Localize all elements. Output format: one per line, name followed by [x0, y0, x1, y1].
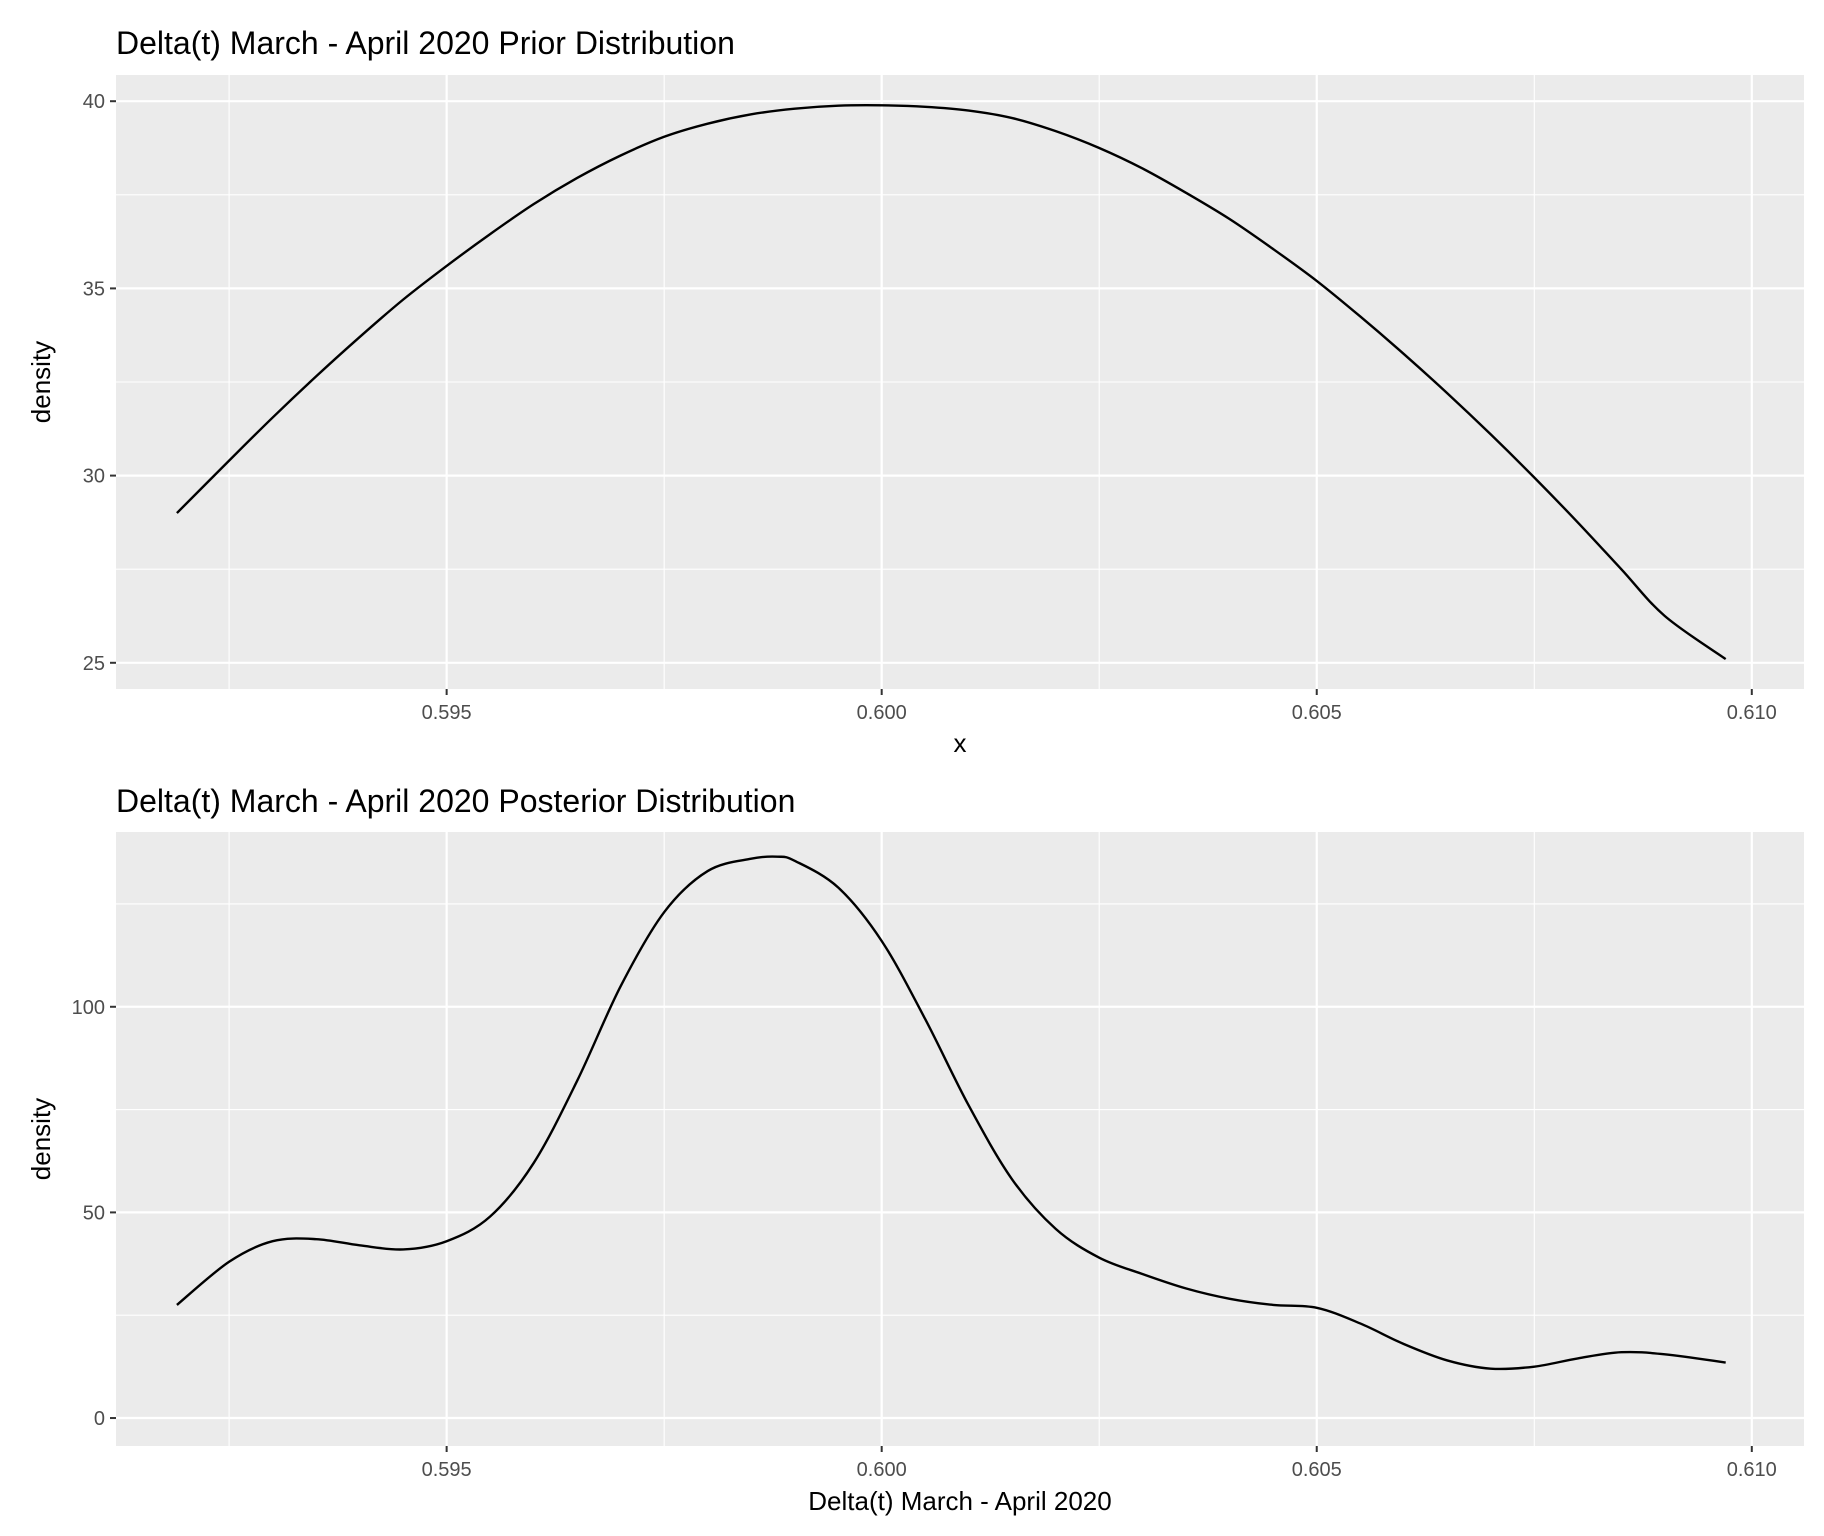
prior-chart: Delta(t) March - April 2020 Prior Distri… — [26, 25, 1804, 758]
posterior-y-tick-label: 100 — [72, 997, 105, 1019]
prior-x-tick-label: 0.610 — [1727, 702, 1777, 724]
posterior-x-axis-title: Delta(t) March - April 2020 — [808, 1486, 1111, 1516]
prior-y-tick-label: 35 — [83, 278, 105, 300]
posterior-x-tick-label: 0.600 — [857, 1459, 907, 1481]
prior-y-tick-label: 40 — [83, 91, 105, 113]
prior-major-gridlines — [116, 75, 1804, 689]
prior-x-tick-label: 0.600 — [857, 702, 907, 724]
posterior-x-tick-label: 0.605 — [1292, 1459, 1342, 1481]
posterior-y-tick-label: 50 — [83, 1202, 105, 1224]
posterior-plot-panel — [116, 832, 1804, 1446]
posterior-axis-ticks — [110, 1005, 1753, 1452]
prior-y-tick-label: 30 — [83, 466, 105, 488]
prior-y-tick-label: 25 — [83, 653, 105, 675]
posterior-density-curve — [176, 855, 1726, 1371]
posterior-x-tick-label: 0.610 — [1727, 1459, 1777, 1481]
posterior-chart: Delta(t) March - April 2020 Posterior Di… — [26, 783, 1804, 1516]
prior-y-axis-title: density — [26, 341, 56, 423]
prior-density-curve — [176, 104, 1727, 661]
posterior-y-tick-label: 0 — [94, 1408, 105, 1430]
posterior-minor-gridlines — [116, 832, 1804, 1446]
posterior-major-gridlines — [116, 832, 1804, 1446]
posterior-chart-title: Delta(t) March - April 2020 Posterior Di… — [116, 783, 795, 819]
prior-minor-gridlines — [116, 75, 1804, 689]
prior-x-tick-label: 0.605 — [1292, 702, 1342, 724]
prior-x-tick-label: 0.595 — [422, 702, 472, 724]
prior-x-axis-title: x — [954, 728, 967, 758]
posterior-x-tick-label: 0.595 — [422, 1459, 472, 1481]
posterior-y-axis-title: density — [26, 1098, 56, 1180]
prior-chart-title: Delta(t) March - April 2020 Prior Distri… — [116, 25, 735, 61]
prior-axis-ticks — [110, 100, 1753, 695]
